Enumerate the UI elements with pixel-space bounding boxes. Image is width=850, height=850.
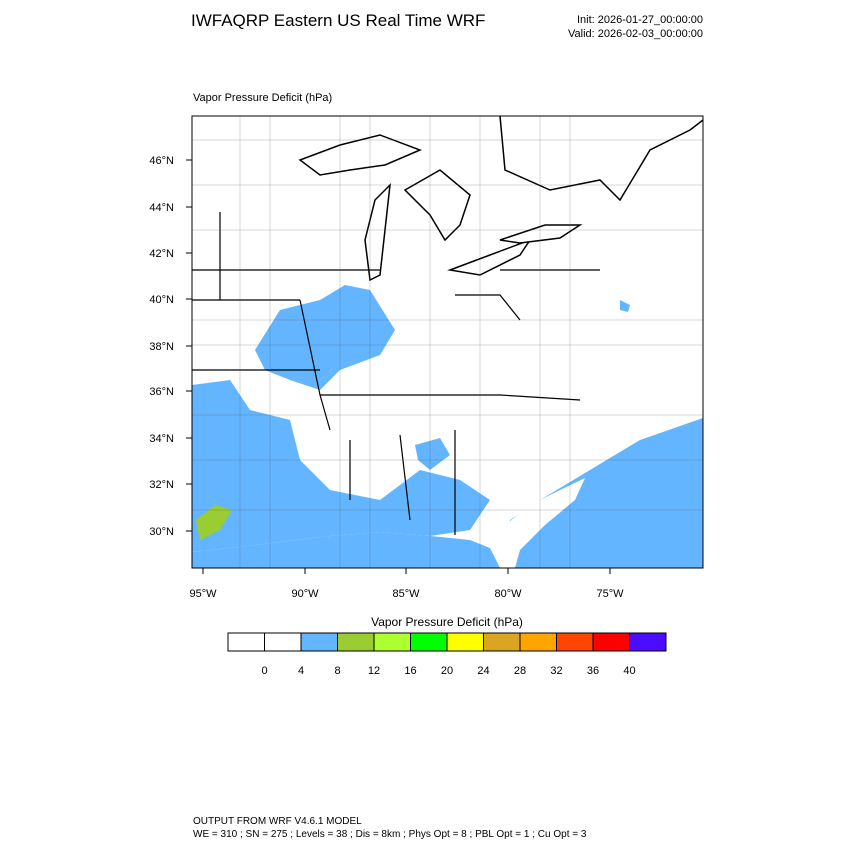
lat-label: 38°N (149, 341, 174, 353)
lat-label: 46°N (149, 155, 174, 167)
colorbar-label: 4 (298, 665, 304, 677)
colorbar-box (519, 632, 557, 652)
colorbar-label: 32 (550, 665, 562, 677)
lat-label: 36°N (149, 386, 174, 398)
colorbar-label: 0 (261, 665, 267, 677)
colorbar-label: 24 (477, 665, 489, 677)
colorbar-box (227, 632, 265, 652)
lat-label: 42°N (149, 248, 174, 260)
lat-label: 34°N (149, 433, 174, 445)
vpd-area (415, 438, 450, 470)
coastal-water (500, 478, 585, 568)
lat-label: 44°N (149, 202, 174, 214)
colorbar-box (556, 632, 594, 652)
colorbar-label: 40 (623, 665, 635, 677)
colorbar-label: 16 (404, 665, 416, 677)
colorbar-box (483, 632, 521, 652)
colorbar-box (337, 632, 375, 652)
colorbar-box (592, 632, 630, 652)
vpd-area (500, 418, 703, 568)
lon-label: 95°W (189, 588, 217, 600)
lon-label: 90°W (291, 588, 319, 600)
vpd-area (196, 505, 232, 540)
valid-time: Valid: 2026-02-03_00:00:00 (568, 28, 703, 40)
init-time: Init: 2026-01-27_00:00:00 (577, 14, 703, 26)
lat-label: 30°N (149, 526, 174, 538)
map-label: Vapor Pressure Deficit (hPa) (193, 92, 332, 104)
colorbar-box (446, 632, 484, 652)
map (191, 115, 704, 569)
title: IWFAQRP Eastern US Real Time WRF (191, 11, 485, 30)
colorbar-label: 8 (334, 665, 340, 677)
colorbar-label: 36 (587, 665, 599, 677)
colorbar-title: Vapor Pressure Deficit (hPa) (371, 615, 523, 629)
colorbar-box (373, 632, 411, 652)
lon-label: 85°W (392, 588, 420, 600)
lat-label: 40°N (149, 294, 174, 306)
vpd-area (255, 285, 395, 390)
footer-line: WE = 310 ; SN = 275 ; Levels = 38 ; Dis … (193, 829, 587, 840)
colorbar: 0 4 8 12 16 20 24 28 32 36 40 (227, 632, 667, 677)
lon-label: 75°W (596, 588, 624, 600)
lon-label: 80°W (494, 588, 522, 600)
lat-label: 32°N (149, 479, 174, 491)
colorbar-box (264, 632, 302, 652)
vpd-area (192, 532, 500, 568)
colorbar-box (410, 632, 448, 652)
colorbar-box (300, 632, 338, 652)
colorbar-label: 12 (368, 665, 380, 677)
vpd-area (620, 300, 630, 312)
vpd-area (192, 380, 490, 552)
colorbar-label: 20 (441, 665, 453, 677)
colorbar-box (629, 632, 667, 652)
footer-line: OUTPUT FROM WRF V4.6.1 MODEL (193, 816, 362, 827)
colorbar-label: 28 (514, 665, 526, 677)
